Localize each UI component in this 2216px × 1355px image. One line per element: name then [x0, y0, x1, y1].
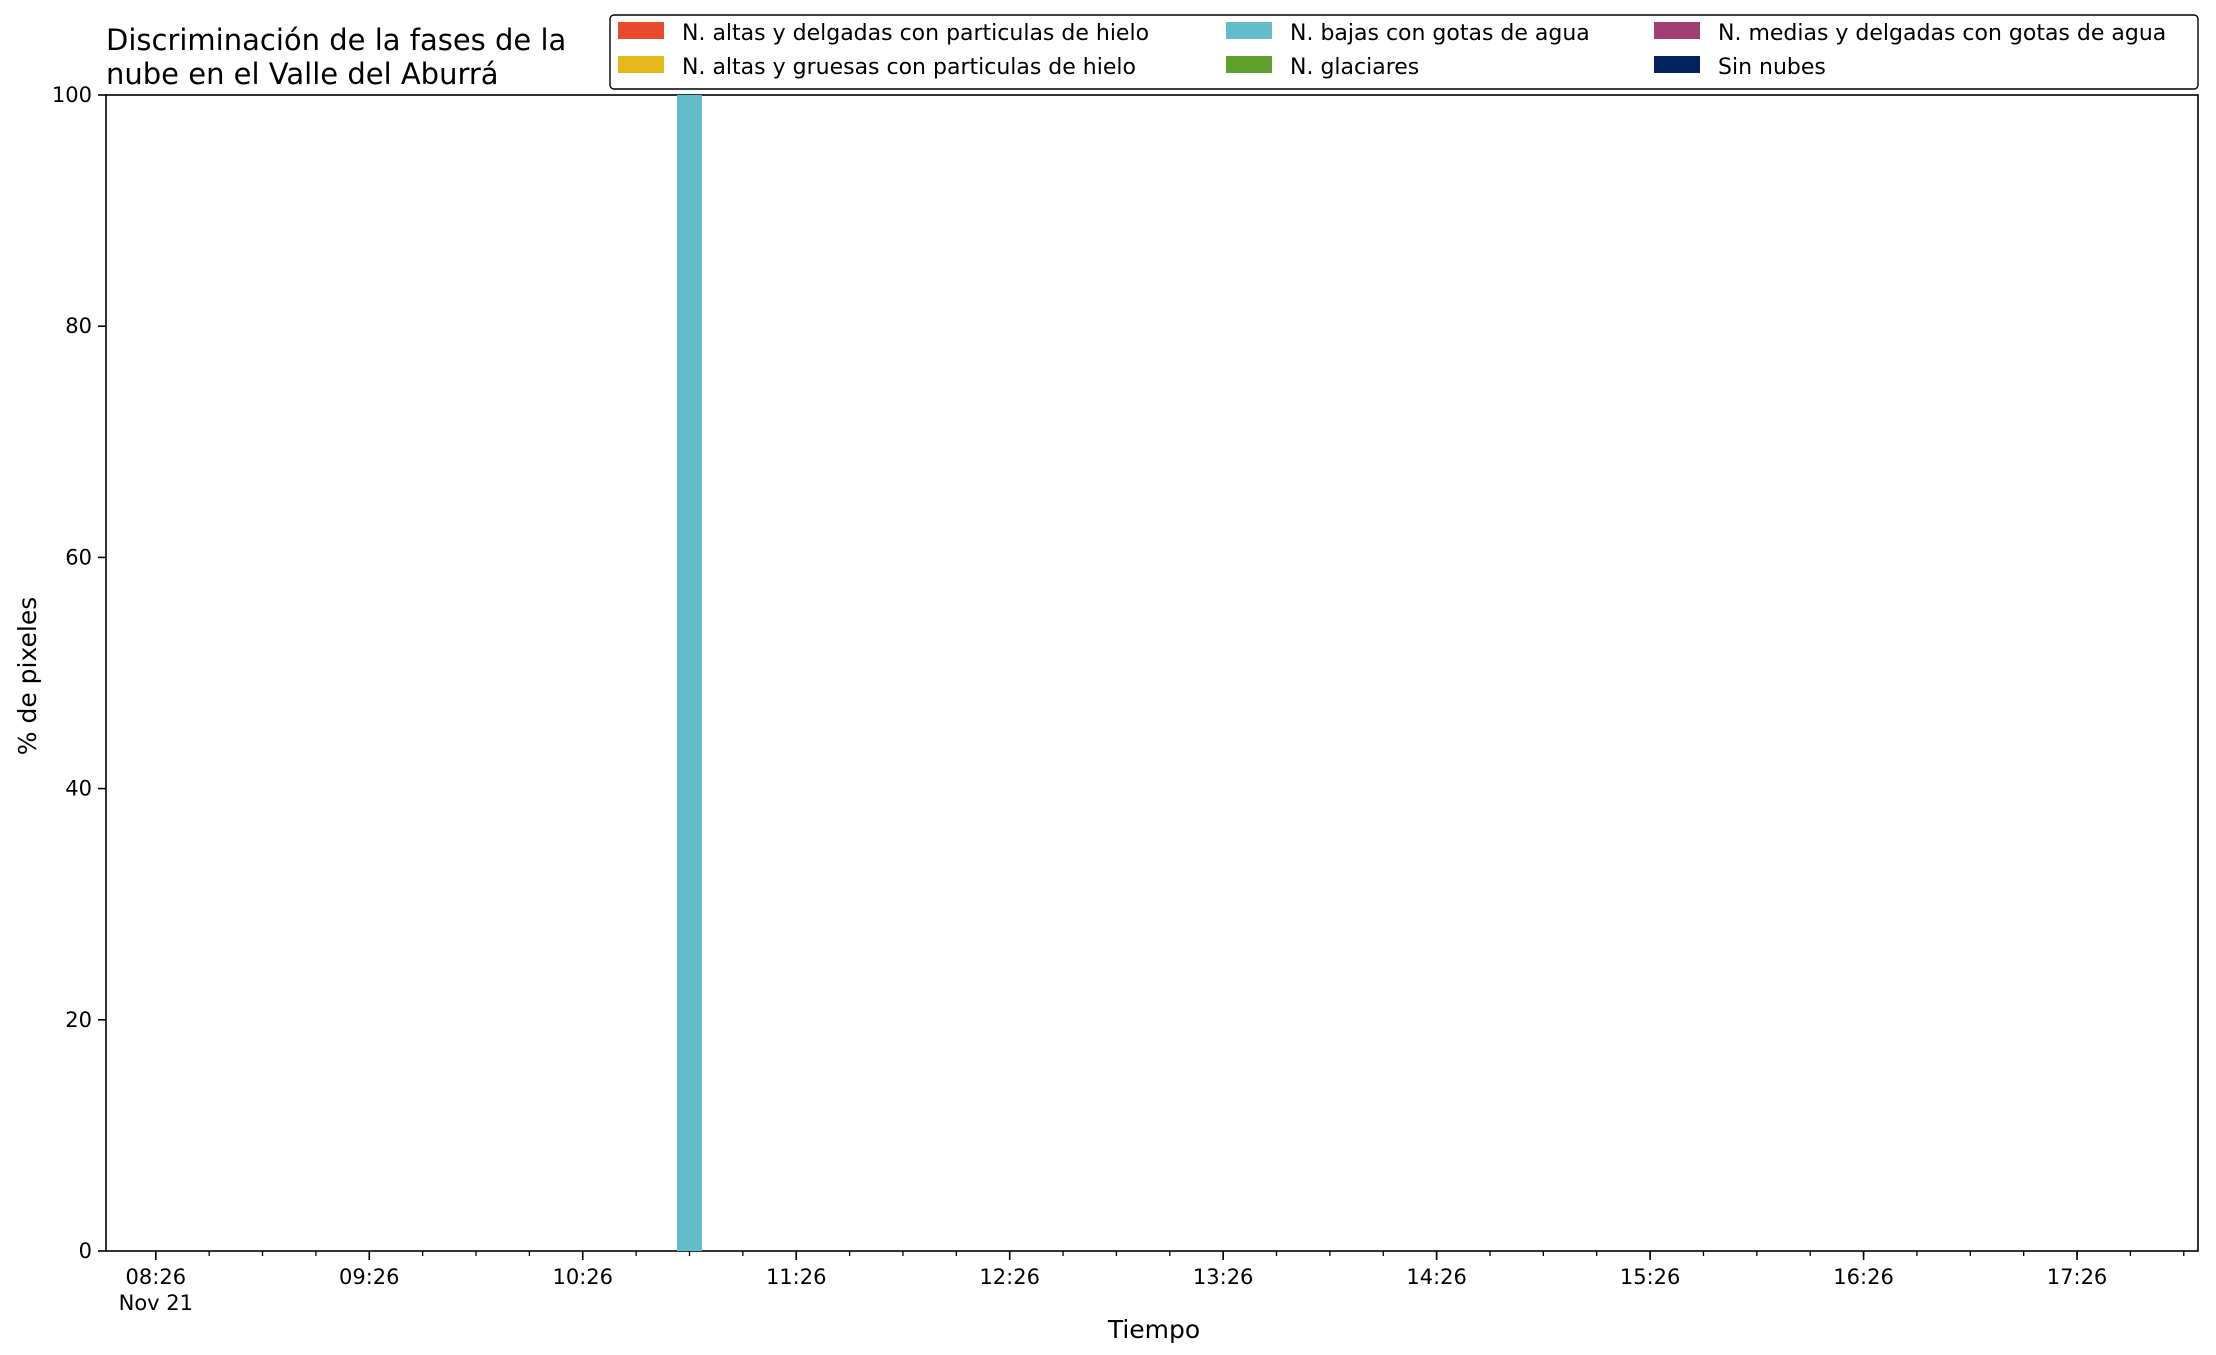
plot-background [106, 95, 2198, 1251]
legend: N. altas y delgadas con particulas de hi… [609, 14, 2199, 90]
y-axis: 0 20 40 60 80 100 [52, 83, 106, 1263]
y-axis-label: % de pixeles [13, 597, 42, 755]
x-tick-label: 12:26 [979, 1265, 1040, 1289]
x-tick-label: 15:26 [1620, 1265, 1681, 1289]
x-tick-label: 13:26 [1193, 1265, 1254, 1289]
legend-box [609, 14, 2199, 90]
x-tick-label: 09:26 [339, 1265, 400, 1289]
x-tick-sublabel: Nov 21 [119, 1291, 193, 1315]
legend-swatch-5 [1654, 56, 1700, 73]
legend-label-3: N. glaciares [1290, 55, 1419, 80]
y-tick-label: 40 [65, 777, 92, 801]
legend-label-2: N. bajas con gotas de agua [1290, 21, 1590, 46]
legend-label-1: N. altas y gruesas con particulas de hie… [682, 55, 1136, 80]
y-tick-label: 20 [65, 1008, 92, 1032]
legend-swatch-0 [618, 22, 664, 39]
y-tick-label: 80 [65, 314, 92, 338]
x-tick-label: 10:26 [552, 1265, 613, 1289]
x-tick-label: 16:26 [1833, 1265, 1894, 1289]
x-tick-label: 11:26 [766, 1265, 827, 1289]
x-tick-label: 14:26 [1406, 1265, 1467, 1289]
legend-swatch-4 [1654, 22, 1700, 39]
legend-label-0: N. altas y delgadas con particulas de hi… [682, 21, 1149, 46]
x-tick-label: 08:26 [126, 1265, 187, 1289]
legend-label-4: N. medias y delgadas con gotas de agua [1718, 21, 2166, 46]
plot-frame [105, 94, 2199, 1252]
bars-layer [677, 95, 702, 1251]
legend-label-5: Sin nubes [1718, 55, 1826, 80]
y-tick-label: 0 [79, 1239, 92, 1263]
y-tick-label: 100 [52, 83, 92, 107]
legend-swatch-2 [1226, 22, 1272, 39]
chart-title-line-2: nube en el Valle del Aburrá [106, 57, 499, 91]
x-tick-label: 17:26 [2047, 1265, 2108, 1289]
bar-2-0 [677, 95, 702, 1251]
chart-title-line-1: Discriminación de la fases de la [106, 23, 566, 57]
y-tick-label: 60 [65, 545, 92, 569]
x-axis-label: Tiempo [1107, 1315, 1200, 1344]
legend-swatch-3 [1226, 56, 1272, 73]
legend-swatch-1 [618, 56, 664, 73]
plot-area [105, 94, 2199, 1252]
